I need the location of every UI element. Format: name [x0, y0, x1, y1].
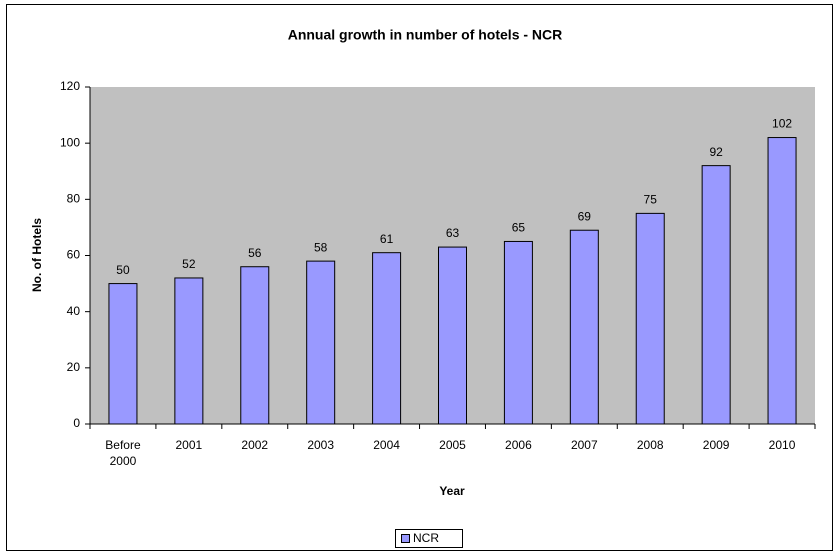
- value-label: 52: [182, 257, 196, 271]
- x-tick-label: 2007: [570, 438, 598, 452]
- legend-label: NCR: [413, 531, 439, 545]
- bar: [569, 229, 599, 425]
- bar: [240, 266, 270, 425]
- x-tick-label: 2009: [702, 438, 730, 452]
- bar: [503, 240, 533, 425]
- y-tick-label: 120: [60, 79, 80, 93]
- y-tick-label: 100: [60, 135, 80, 149]
- y-tick-label: 20: [67, 360, 81, 374]
- legend-box: [395, 529, 463, 548]
- y-tick-label: 0: [73, 416, 80, 430]
- x-tick-label: 2001: [175, 438, 203, 452]
- x-tick-label: 2008: [636, 438, 664, 452]
- value-label: 63: [446, 226, 460, 240]
- x-axis-label: Year: [439, 484, 465, 498]
- value-label: 61: [380, 232, 394, 246]
- x-tick-label: 2002: [241, 438, 269, 452]
- value-label: 69: [578, 209, 592, 223]
- x-tick-label: 2003: [307, 438, 335, 452]
- legend-swatch: [401, 534, 410, 543]
- y-tick-label: 80: [67, 192, 81, 206]
- value-label: 58: [314, 240, 328, 254]
- y-tick-label: 60: [67, 248, 81, 262]
- bar: [701, 165, 731, 425]
- bar: [174, 277, 204, 425]
- value-label: 50: [116, 263, 130, 277]
- value-label: 102: [772, 117, 792, 131]
- bar: [372, 252, 402, 425]
- x-tick-label: Before 2000: [105, 438, 141, 468]
- value-label: 56: [248, 246, 262, 260]
- bar: [635, 212, 665, 425]
- value-label: 75: [644, 193, 658, 207]
- x-tick-label: 2004: [373, 438, 400, 452]
- value-label: 92: [709, 145, 723, 159]
- x-tick-label: 2006: [505, 438, 532, 452]
- bar: [767, 137, 797, 425]
- value-label: 65: [512, 221, 526, 235]
- x-tick-label: 2010: [768, 438, 796, 452]
- bar: [438, 246, 467, 425]
- chart-title: Annual growth in number of hotels - NCR: [288, 27, 563, 43]
- y-tick-label: 40: [67, 304, 81, 318]
- y-axis-label: No. of Hotels: [30, 218, 44, 292]
- x-tick-label: 2005: [439, 438, 466, 452]
- bar: [108, 283, 138, 425]
- bar: [306, 260, 336, 425]
